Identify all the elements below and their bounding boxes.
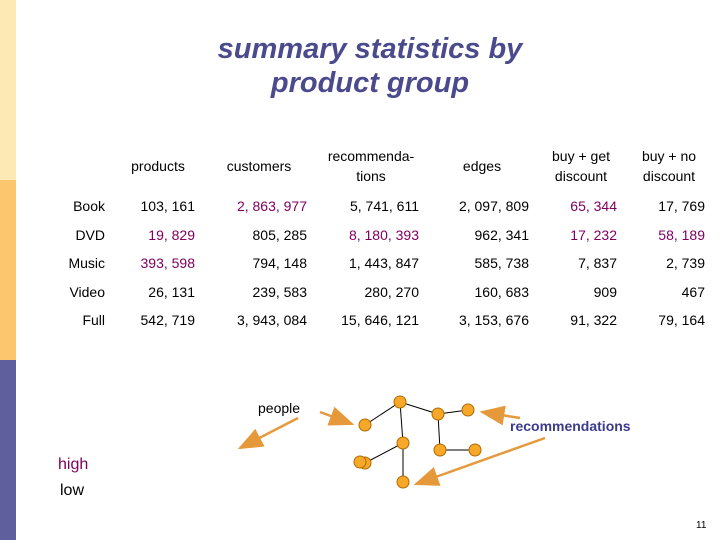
row-label: Video xyxy=(69,283,105,300)
table-cell: 3, 153, 676 xyxy=(458,312,529,329)
high-label: high xyxy=(58,456,89,473)
table-cell: 1, 443, 847 xyxy=(348,255,419,272)
row-label: Full xyxy=(82,312,105,329)
table-cell: 467 xyxy=(681,283,705,300)
sidebar-decoration xyxy=(0,0,16,540)
slide-title: summary statistics by product group xyxy=(120,32,620,100)
table-cell: 794, 148 xyxy=(252,255,308,272)
table-cell: 58, 189 xyxy=(658,226,705,243)
graph-node xyxy=(358,418,372,432)
graph-node xyxy=(393,395,407,409)
table-cell: 17, 232 xyxy=(570,226,617,243)
graph-edge xyxy=(364,401,401,426)
table-cell: 962, 341 xyxy=(474,226,530,243)
table-cell: 91, 322 xyxy=(570,312,617,329)
table-cell: 79, 164 xyxy=(658,312,705,329)
header-products: products xyxy=(131,158,185,174)
table-cell: 239, 583 xyxy=(252,283,308,300)
graph-node xyxy=(468,443,482,457)
people-arrow-1 xyxy=(319,406,355,426)
table-cell: 7, 837 xyxy=(578,255,617,272)
table-cell: 5, 741, 611 xyxy=(349,198,419,215)
row-label: Book xyxy=(73,198,105,215)
table-row: Book 103, 161 2, 863, 977 5, 741, 611 2, 097… xyxy=(43,192,713,221)
table-header-row: products customers recommenda-tions edge… xyxy=(43,140,713,192)
graph-arrows xyxy=(237,405,546,486)
sidebar-block-middle xyxy=(0,180,16,360)
title-line-2: product group xyxy=(270,67,470,99)
recs-arrow-1 xyxy=(479,405,521,426)
table-cell: 160, 683 xyxy=(474,283,530,300)
low-label: low xyxy=(60,482,85,499)
header-edges: edges xyxy=(462,158,502,174)
legend-nodes xyxy=(353,455,367,469)
table-row: Full 542, 719 3, 943, 084 15, 646, 121 3, 15… xyxy=(43,306,713,335)
header-customers: customers xyxy=(226,158,292,174)
table-row: DVD 19, 829 805, 285 8, 180, 393 962, 341 17,… xyxy=(43,221,713,250)
graph-edge xyxy=(399,401,404,444)
row-label: Music xyxy=(68,255,105,272)
table-cell: 3, 943, 084 xyxy=(236,312,307,329)
table-cell: 393, 598 xyxy=(140,255,196,272)
table-cell: 8, 180, 393 xyxy=(348,226,419,243)
row-label: DVD xyxy=(75,226,105,243)
graph-node xyxy=(461,403,475,417)
table-cell: 585, 738 xyxy=(474,255,530,272)
table-row: Music 393, 598 794, 148 1, 443, 847 585, 738… xyxy=(43,249,713,278)
graph-node xyxy=(396,436,410,450)
table-cell: 2, 739 xyxy=(666,255,705,272)
table-cell: 2, 863, 977 xyxy=(236,198,307,215)
header-recommendations: recommenda-tions xyxy=(327,148,415,184)
title-line-1: summary statistics by xyxy=(217,33,523,65)
header-buy-no-discount: buy + no discount xyxy=(641,148,697,184)
table-cell: 280, 270 xyxy=(364,283,420,300)
sidebar-block-top xyxy=(0,0,16,180)
header-buy-get-discount: buy + get discount xyxy=(552,148,610,184)
table-cell: 805, 285 xyxy=(252,226,308,243)
recommendations-label: recommendations xyxy=(510,418,631,434)
table-cell: 65, 344 xyxy=(570,198,617,215)
graph-node xyxy=(396,475,410,489)
people-arrow-2 xyxy=(237,416,299,450)
recs-arrow-2 xyxy=(413,436,546,486)
graph-nodes xyxy=(358,395,482,489)
table-cell: 15, 646, 121 xyxy=(341,312,419,329)
legend-node-icon xyxy=(353,455,367,469)
people-label: people xyxy=(258,400,301,416)
table-cell: 19, 829 xyxy=(148,226,195,243)
table-row: Video 26, 131 239, 583 280, 270 160, 683 909 4… xyxy=(43,278,713,307)
graph-edge xyxy=(399,401,439,415)
table-cell: 909 xyxy=(593,283,617,300)
graph-edge xyxy=(364,442,404,464)
table-cell: 17, 769 xyxy=(658,198,705,215)
graph-node xyxy=(433,443,447,457)
table-cell: 542, 719 xyxy=(140,312,196,329)
graph-node xyxy=(431,407,445,421)
sidebar-block-bottom xyxy=(0,360,16,540)
page-number: 11 xyxy=(696,520,707,531)
table-cell: 103, 161 xyxy=(140,198,196,215)
table-cell: 26, 131 xyxy=(148,283,195,300)
summary-table: products customers recommenda-tions edge… xyxy=(43,140,713,335)
table-cell: 2, 097, 809 xyxy=(458,198,529,215)
